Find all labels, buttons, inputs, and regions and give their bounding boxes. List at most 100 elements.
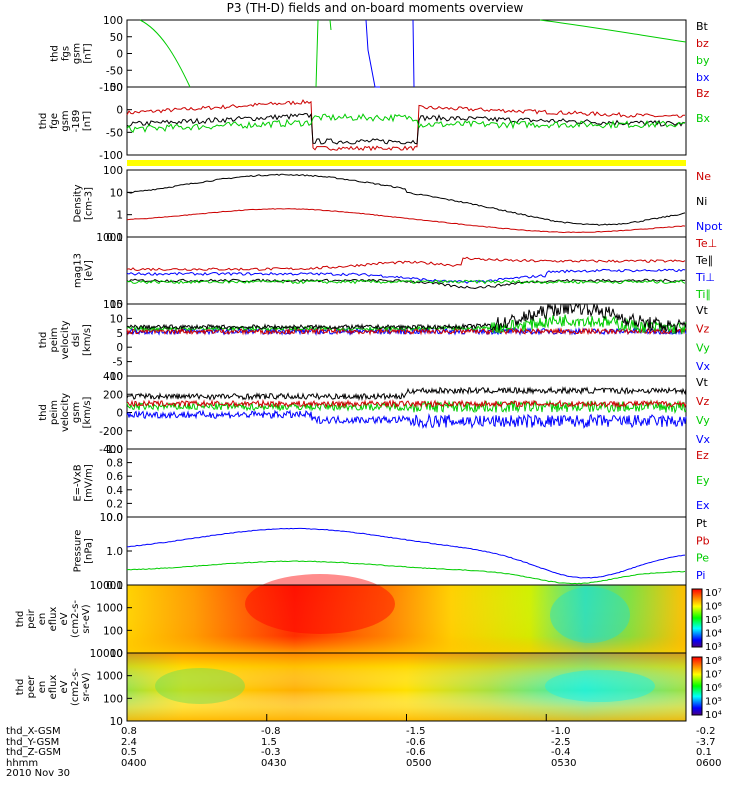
ytick-label: -50 <box>106 127 123 139</box>
ylabel-line: dsl <box>71 333 82 347</box>
colorbar-label: 10⁵ <box>705 615 722 626</box>
ylabel-line: [mV/m] <box>84 464 95 502</box>
ylabel-line: gsm <box>72 43 83 64</box>
ytick-label: 0.8 <box>106 458 123 470</box>
legend-Vy: Vy <box>696 414 710 427</box>
ylabel-line: E=-VxB <box>73 464 84 501</box>
panel-axis-box <box>126 375 687 450</box>
ytick-label: 1.0 <box>106 444 123 456</box>
legend-Bz: Bz <box>696 87 710 100</box>
footer-row: thd_X-GSM 0.8 -0.8 -1.5 -1.0 -0.2 <box>6 726 716 738</box>
colorbar-label: 10⁸ <box>705 656 722 667</box>
ytick-label: -200 <box>99 426 123 438</box>
panel-axis-box <box>126 516 687 586</box>
footer-value: 0.8 <box>121 726 137 737</box>
legend-Vx: Vx <box>696 360 711 373</box>
ytick-label: 0.1 <box>106 232 123 244</box>
legend-bz: bz <box>696 37 709 50</box>
colorbar-label: 10⁵ <box>705 697 722 708</box>
colorbar-label: 10⁴ <box>705 629 722 640</box>
ytick-label: 1.0 <box>106 546 123 558</box>
ytick-label: 0.4 <box>106 485 123 497</box>
ytick-label: 10 <box>110 716 123 728</box>
colorbar-label: 10³ <box>705 642 722 653</box>
panel-axis-box <box>126 448 687 518</box>
ytick-label: 0 <box>116 49 123 61</box>
ylabel-line: -189 <box>71 110 82 133</box>
trace-Ni <box>126 173 686 226</box>
ylabel-line: (cm2-s- <box>70 668 81 706</box>
trace-Vz <box>126 327 687 336</box>
trace-bx <box>365 19 415 88</box>
footer-row-label: thd_Y-GSM <box>6 736 60 748</box>
footer-value: 0500 <box>406 757 432 769</box>
ylabel-line: peim <box>49 400 60 425</box>
panel-axis-box <box>126 236 687 305</box>
trace-Vz <box>126 398 687 409</box>
trace-Vx <box>126 409 687 430</box>
electron-spectrogram-region <box>155 668 245 704</box>
ytick-label: 400 <box>103 371 123 383</box>
trace-Vt <box>126 302 687 333</box>
legend-Vy: Vy <box>696 341 710 354</box>
legend-Npot: Npot <box>696 220 723 233</box>
ylabel-line: thd <box>38 113 49 130</box>
ytick-label: 0.0 <box>106 512 123 524</box>
trace-Vt <box>126 386 687 402</box>
legend-Bx: Bx <box>696 112 711 125</box>
trace-Bz <box>126 99 685 152</box>
ylabel-line: gsm <box>71 402 82 423</box>
ytick-label: 50 <box>110 82 123 94</box>
ytick-label: -100 <box>99 150 123 162</box>
trace-Ti-par <box>126 279 686 285</box>
ytick-label: 100 <box>103 15 123 27</box>
footer-value: -0.3 <box>261 747 281 758</box>
ytick-label: 0.2 <box>106 498 123 510</box>
ytick-label: 50 <box>110 32 123 44</box>
ytick-label: 10000 <box>90 648 123 660</box>
footer-value: -0.6 <box>406 747 426 758</box>
trace-Ne <box>126 208 686 234</box>
legend-Vz: Vz <box>696 395 710 408</box>
ytick-label: -10 <box>106 371 123 383</box>
ylabel-line: sr-eV) <box>81 672 92 701</box>
ytick-label: 1000 <box>96 671 123 683</box>
chart-title: P3 (TH-D) fields and on-board moments ov… <box>226 1 524 15</box>
footer-row: thd_Y-GSM 2.4 1.5 -0.6 -2.5 -3.7 <box>6 736 716 749</box>
ylabel-line: Pressure <box>73 530 84 573</box>
footer-value: 0530 <box>551 757 577 769</box>
ylabel-line: peim <box>49 327 60 352</box>
separator-band <box>127 160 686 166</box>
ytick-label: 200 <box>103 389 123 401</box>
ylabel-line: eflux <box>48 675 59 700</box>
ylabel-line: [km/s] <box>82 324 93 356</box>
colorbar-label: 10⁷ <box>705 588 722 599</box>
ylabel-line: Density <box>73 184 84 222</box>
trace-by <box>315 19 687 88</box>
footer-value: 1.5 <box>261 736 277 748</box>
ylabel-line: velocity <box>60 320 71 359</box>
ylabel-line: [nT] <box>83 43 94 63</box>
ytick-label: -50 <box>106 65 123 77</box>
colorbar-label: 10⁶ <box>705 602 722 613</box>
colorbar <box>691 588 703 648</box>
ylabel-line: thd <box>38 404 49 421</box>
ylabel-line: eV <box>59 612 70 625</box>
ylabel-line: eV <box>59 680 70 693</box>
legend-Vt: Vt <box>696 304 709 317</box>
legend-Te∥: Te∥ <box>695 254 713 267</box>
footer-value: -2.5 <box>551 736 571 748</box>
ylabel-line: [eV] <box>84 260 95 281</box>
panel-axis-box <box>126 303 687 377</box>
legend-Pi: Pi <box>696 569 705 582</box>
footer-value: 0430 <box>261 757 287 769</box>
trace-Bt <box>126 112 686 145</box>
legend-Te⊥: Te⊥ <box>695 237 717 250</box>
colorbar-label: 10⁷ <box>705 670 722 681</box>
footer-row-label: hhmm <box>6 757 39 769</box>
legend-Vt: Vt <box>696 376 709 389</box>
legend-bx: bx <box>696 71 710 84</box>
ylabel-line: peer <box>26 675 37 699</box>
ytick-label: 1 <box>116 210 123 222</box>
